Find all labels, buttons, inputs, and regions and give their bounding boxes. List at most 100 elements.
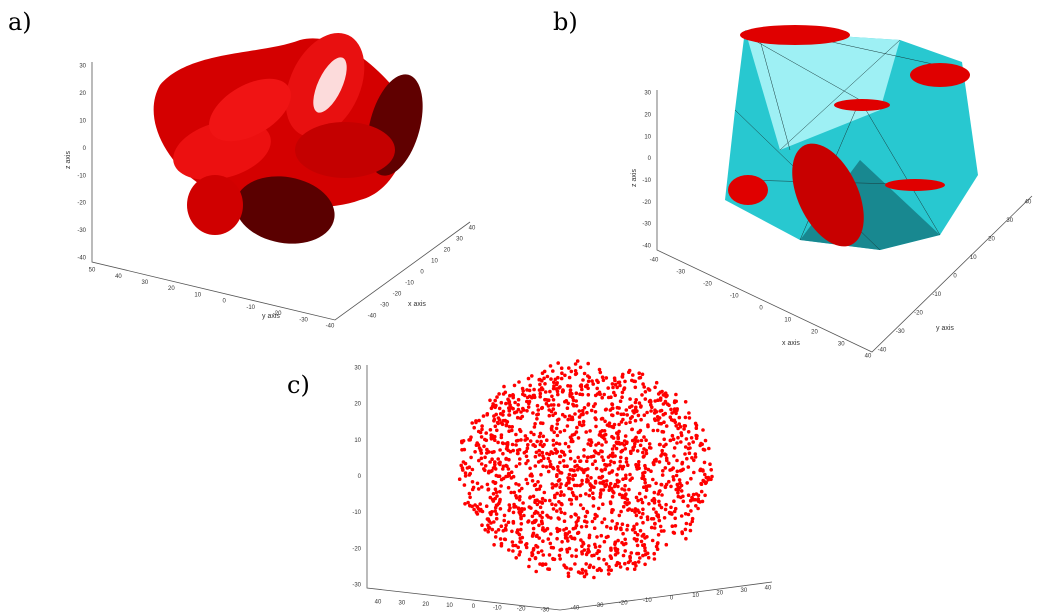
point <box>501 452 505 456</box>
point <box>623 439 627 443</box>
point <box>548 499 552 503</box>
point <box>689 477 693 481</box>
point <box>515 439 519 443</box>
point <box>665 459 669 463</box>
point <box>623 386 627 390</box>
point <box>619 464 623 468</box>
point <box>588 376 592 380</box>
point <box>612 426 616 430</box>
point <box>555 527 559 531</box>
point <box>615 563 619 567</box>
point <box>584 492 588 496</box>
point <box>623 496 627 500</box>
point <box>594 418 598 422</box>
point <box>568 450 572 454</box>
point <box>623 380 627 384</box>
point <box>585 459 589 463</box>
point <box>546 527 550 531</box>
point <box>581 393 585 397</box>
point <box>492 450 496 454</box>
tick-label: 30 <box>399 601 406 607</box>
point <box>556 393 560 397</box>
point <box>495 517 499 521</box>
point <box>585 510 589 514</box>
point <box>485 413 489 417</box>
point <box>670 411 674 415</box>
point <box>635 465 639 469</box>
point <box>541 406 545 410</box>
tick-label: 20 <box>716 591 723 597</box>
point <box>486 483 490 487</box>
point <box>502 385 506 389</box>
point <box>491 498 495 502</box>
point <box>508 394 512 398</box>
point <box>646 423 650 427</box>
point <box>532 388 536 392</box>
point <box>464 474 468 478</box>
point <box>510 429 514 433</box>
tick-label: -30 <box>896 329 905 335</box>
point <box>605 479 609 483</box>
point <box>570 468 574 472</box>
point <box>578 484 582 488</box>
point <box>603 437 607 441</box>
point <box>504 391 508 395</box>
point <box>618 442 622 446</box>
point <box>657 500 661 504</box>
point <box>600 396 604 400</box>
point <box>480 428 484 432</box>
point <box>709 468 713 472</box>
point <box>592 486 596 490</box>
point <box>508 413 512 417</box>
point <box>534 455 538 459</box>
point <box>669 506 673 510</box>
point <box>589 438 593 442</box>
point <box>586 467 590 471</box>
point <box>560 371 564 375</box>
point <box>524 462 528 466</box>
point <box>511 449 515 453</box>
axis-label: x axis <box>782 340 800 347</box>
point <box>471 480 475 484</box>
point <box>687 513 691 517</box>
point <box>535 440 539 444</box>
point <box>539 473 543 477</box>
point <box>589 476 593 480</box>
point <box>475 511 479 515</box>
point <box>603 420 607 424</box>
point <box>609 548 613 552</box>
point <box>647 556 651 560</box>
point <box>548 464 552 468</box>
point <box>554 448 558 452</box>
point <box>558 385 562 389</box>
point <box>528 505 532 509</box>
point <box>662 402 666 406</box>
point <box>560 377 564 381</box>
point <box>575 404 579 408</box>
panel-label: a) <box>8 8 32 36</box>
point <box>584 385 588 389</box>
point <box>528 400 532 404</box>
point <box>572 494 576 498</box>
tick-label: 0 <box>420 270 424 276</box>
tick-label: -40 <box>642 244 651 250</box>
point <box>592 454 596 458</box>
tick-label: -20 <box>393 292 402 298</box>
point <box>513 401 517 405</box>
point <box>500 436 504 440</box>
point <box>542 443 546 447</box>
point <box>590 379 594 383</box>
point <box>578 415 582 419</box>
point <box>470 421 474 425</box>
point <box>561 413 565 417</box>
point <box>586 479 590 483</box>
point <box>498 490 502 494</box>
point <box>599 476 603 480</box>
point <box>619 528 623 532</box>
point <box>556 418 560 422</box>
point <box>628 473 632 477</box>
point <box>643 481 647 485</box>
point <box>611 403 615 407</box>
point <box>690 436 694 440</box>
tick-label: 20 <box>79 91 86 97</box>
